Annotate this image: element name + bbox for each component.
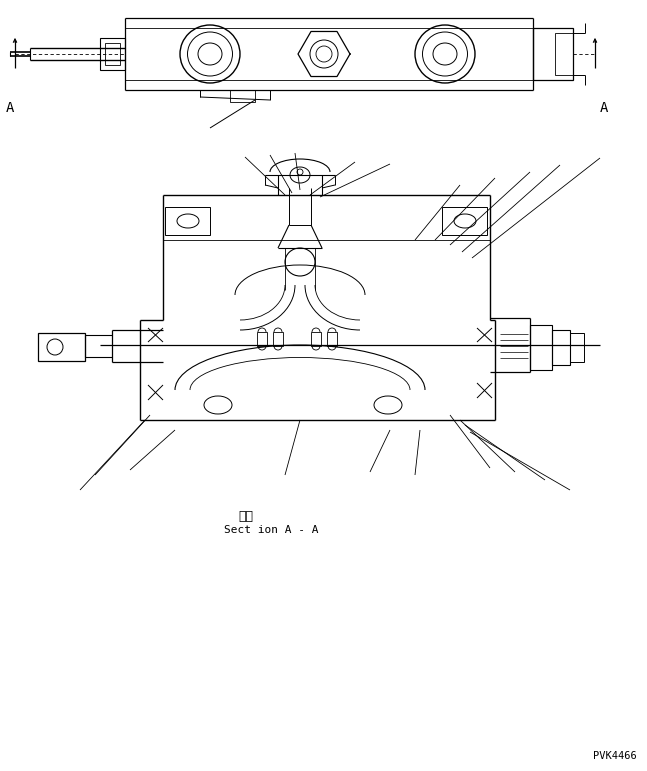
Bar — [38, 333, 85, 361]
Bar — [105, 43, 120, 65]
Text: Sect ion A - A: Sect ion A - A — [224, 525, 318, 535]
Bar — [530, 325, 552, 370]
Bar — [327, 332, 337, 346]
Bar — [533, 28, 573, 80]
Bar — [257, 332, 267, 346]
Text: A: A — [6, 101, 14, 115]
Bar — [552, 330, 570, 365]
Bar — [165, 207, 210, 235]
Bar — [570, 333, 584, 362]
Bar — [273, 332, 283, 346]
Bar — [100, 38, 125, 70]
Text: A: A — [600, 101, 608, 115]
Bar — [230, 90, 255, 102]
Bar — [311, 332, 321, 346]
Text: 断面: 断面 — [238, 510, 253, 523]
Bar — [555, 33, 573, 75]
Text: PVK4466: PVK4466 — [593, 751, 637, 761]
Bar — [442, 207, 487, 235]
